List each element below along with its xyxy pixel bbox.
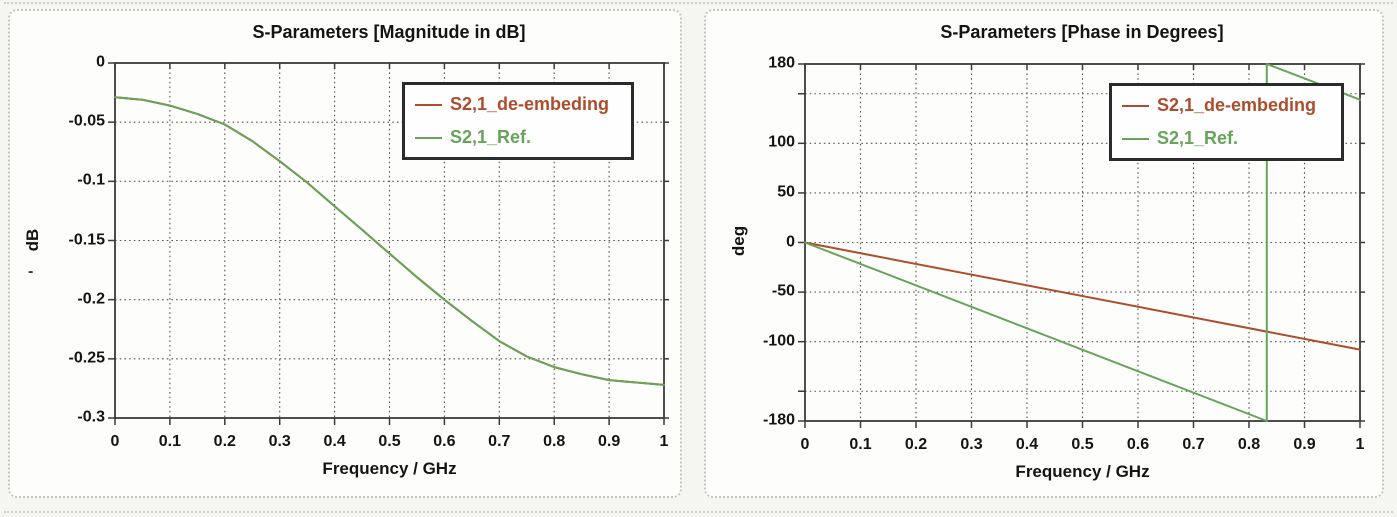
x-tick-label: 0.8 xyxy=(1237,436,1261,453)
x-tick-label: 0.4 xyxy=(323,433,346,450)
legend-line-swatch xyxy=(1122,137,1149,140)
legend-label: S2,1_de-embeding xyxy=(1157,95,1317,115)
magnitude-chart-panel: - S-Parameters [Magnitude in dB] 0 0.1 0.2 0… xyxy=(8,9,682,498)
y-tick-label: 0 xyxy=(96,53,105,71)
y-tick-label: -0.1 xyxy=(77,171,105,189)
x-axis-label: Frequency / GHz xyxy=(322,459,457,478)
x-tick-label: 0 xyxy=(800,436,810,453)
x-tick-label: 1 xyxy=(659,433,669,450)
y-tick-label: -0.25 xyxy=(68,349,105,367)
y-tick-label: -180 xyxy=(762,411,795,429)
x-tick-label: 0.6 xyxy=(1126,436,1150,453)
x-axis-label: Frequency / GHz xyxy=(1015,462,1150,481)
x-tick-label: 0.6 xyxy=(433,433,456,450)
y-tick-label: -0.3 xyxy=(77,408,105,426)
legend-line-swatch xyxy=(415,136,442,139)
x-tick-label: 0.2 xyxy=(213,433,236,450)
legend-row: S2,1_Ref. xyxy=(1112,122,1341,155)
x-tick-label: 0.3 xyxy=(268,433,291,450)
scan-artifact-bottom xyxy=(4,511,1393,513)
x-tick-label: 0 xyxy=(110,433,120,450)
legend-row: S2,1_de-embeding xyxy=(1112,89,1341,122)
y-axis-label: deg xyxy=(729,225,748,257)
y-tick-label: -0.15 xyxy=(68,231,105,249)
legend: S2,1_de-embeding S2,1_Ref. xyxy=(402,82,634,160)
x-tick-label: 0.5 xyxy=(1071,436,1094,453)
series-line-s21-ref xyxy=(114,96,665,386)
scan-smudge-dash: - xyxy=(28,263,34,280)
series-line-s21-de-embedding xyxy=(804,241,1361,351)
x-tick-label: 0.8 xyxy=(543,433,566,450)
x-tick-label: 0.7 xyxy=(488,433,511,450)
legend: S2,1_de-embeding S2,1_Ref. xyxy=(1109,83,1344,161)
chart-title: S-Parameters [Magnitude in dB] xyxy=(252,22,526,42)
chart-title: S-Parameters [Phase in Degrees] xyxy=(940,22,1224,42)
magnitude-plot-svg xyxy=(108,62,669,425)
legend-label: S2,1_Ref. xyxy=(1157,128,1239,148)
x-tick-label: 0.5 xyxy=(378,433,401,450)
y-tick-label: -0.2 xyxy=(77,290,105,308)
y-axis-label: dB xyxy=(23,228,42,252)
phase-chart-panel: S-Parameters [Phase in Degrees] 0 0.1 0.2 0.… xyxy=(704,9,1384,498)
x-tick-label: 0.1 xyxy=(158,433,182,450)
legend-label: S2,1_Ref. xyxy=(450,127,532,147)
legend-label: S2,1_de-embeding xyxy=(450,94,610,114)
x-tick-label: 0.3 xyxy=(960,436,983,453)
x-tick-label: 0.4 xyxy=(1015,436,1039,453)
y-tick-label: 100 xyxy=(768,133,795,151)
series-line-s21-ref xyxy=(804,63,1361,422)
y-tick-label: 50 xyxy=(777,183,795,201)
y-tick-label: -0.05 xyxy=(68,112,105,130)
legend-row: S2,1_de-embeding xyxy=(405,88,631,121)
legend-row: S2,1_Ref. xyxy=(405,121,631,154)
phase-plot-svg xyxy=(798,63,1365,428)
legend-line-swatch xyxy=(415,103,442,106)
y-tick-label: 180 xyxy=(768,54,795,72)
x-tick-label: 0.2 xyxy=(904,436,928,453)
x-tick-label: 0.9 xyxy=(1293,436,1316,453)
x-tick-label: 0.1 xyxy=(849,436,872,453)
scan-artifact-top xyxy=(4,2,1393,4)
y-tick-label: -100 xyxy=(762,332,795,350)
plot-area-frame xyxy=(114,62,665,419)
y-tick-label: -50 xyxy=(771,282,795,300)
x-tick-label: 0.7 xyxy=(1182,436,1205,453)
y-tick-label: 0 xyxy=(786,233,795,251)
legend-line-swatch xyxy=(1122,104,1149,107)
x-tick-label: 0.9 xyxy=(597,433,621,450)
x-tick-label: 1 xyxy=(1355,436,1365,453)
